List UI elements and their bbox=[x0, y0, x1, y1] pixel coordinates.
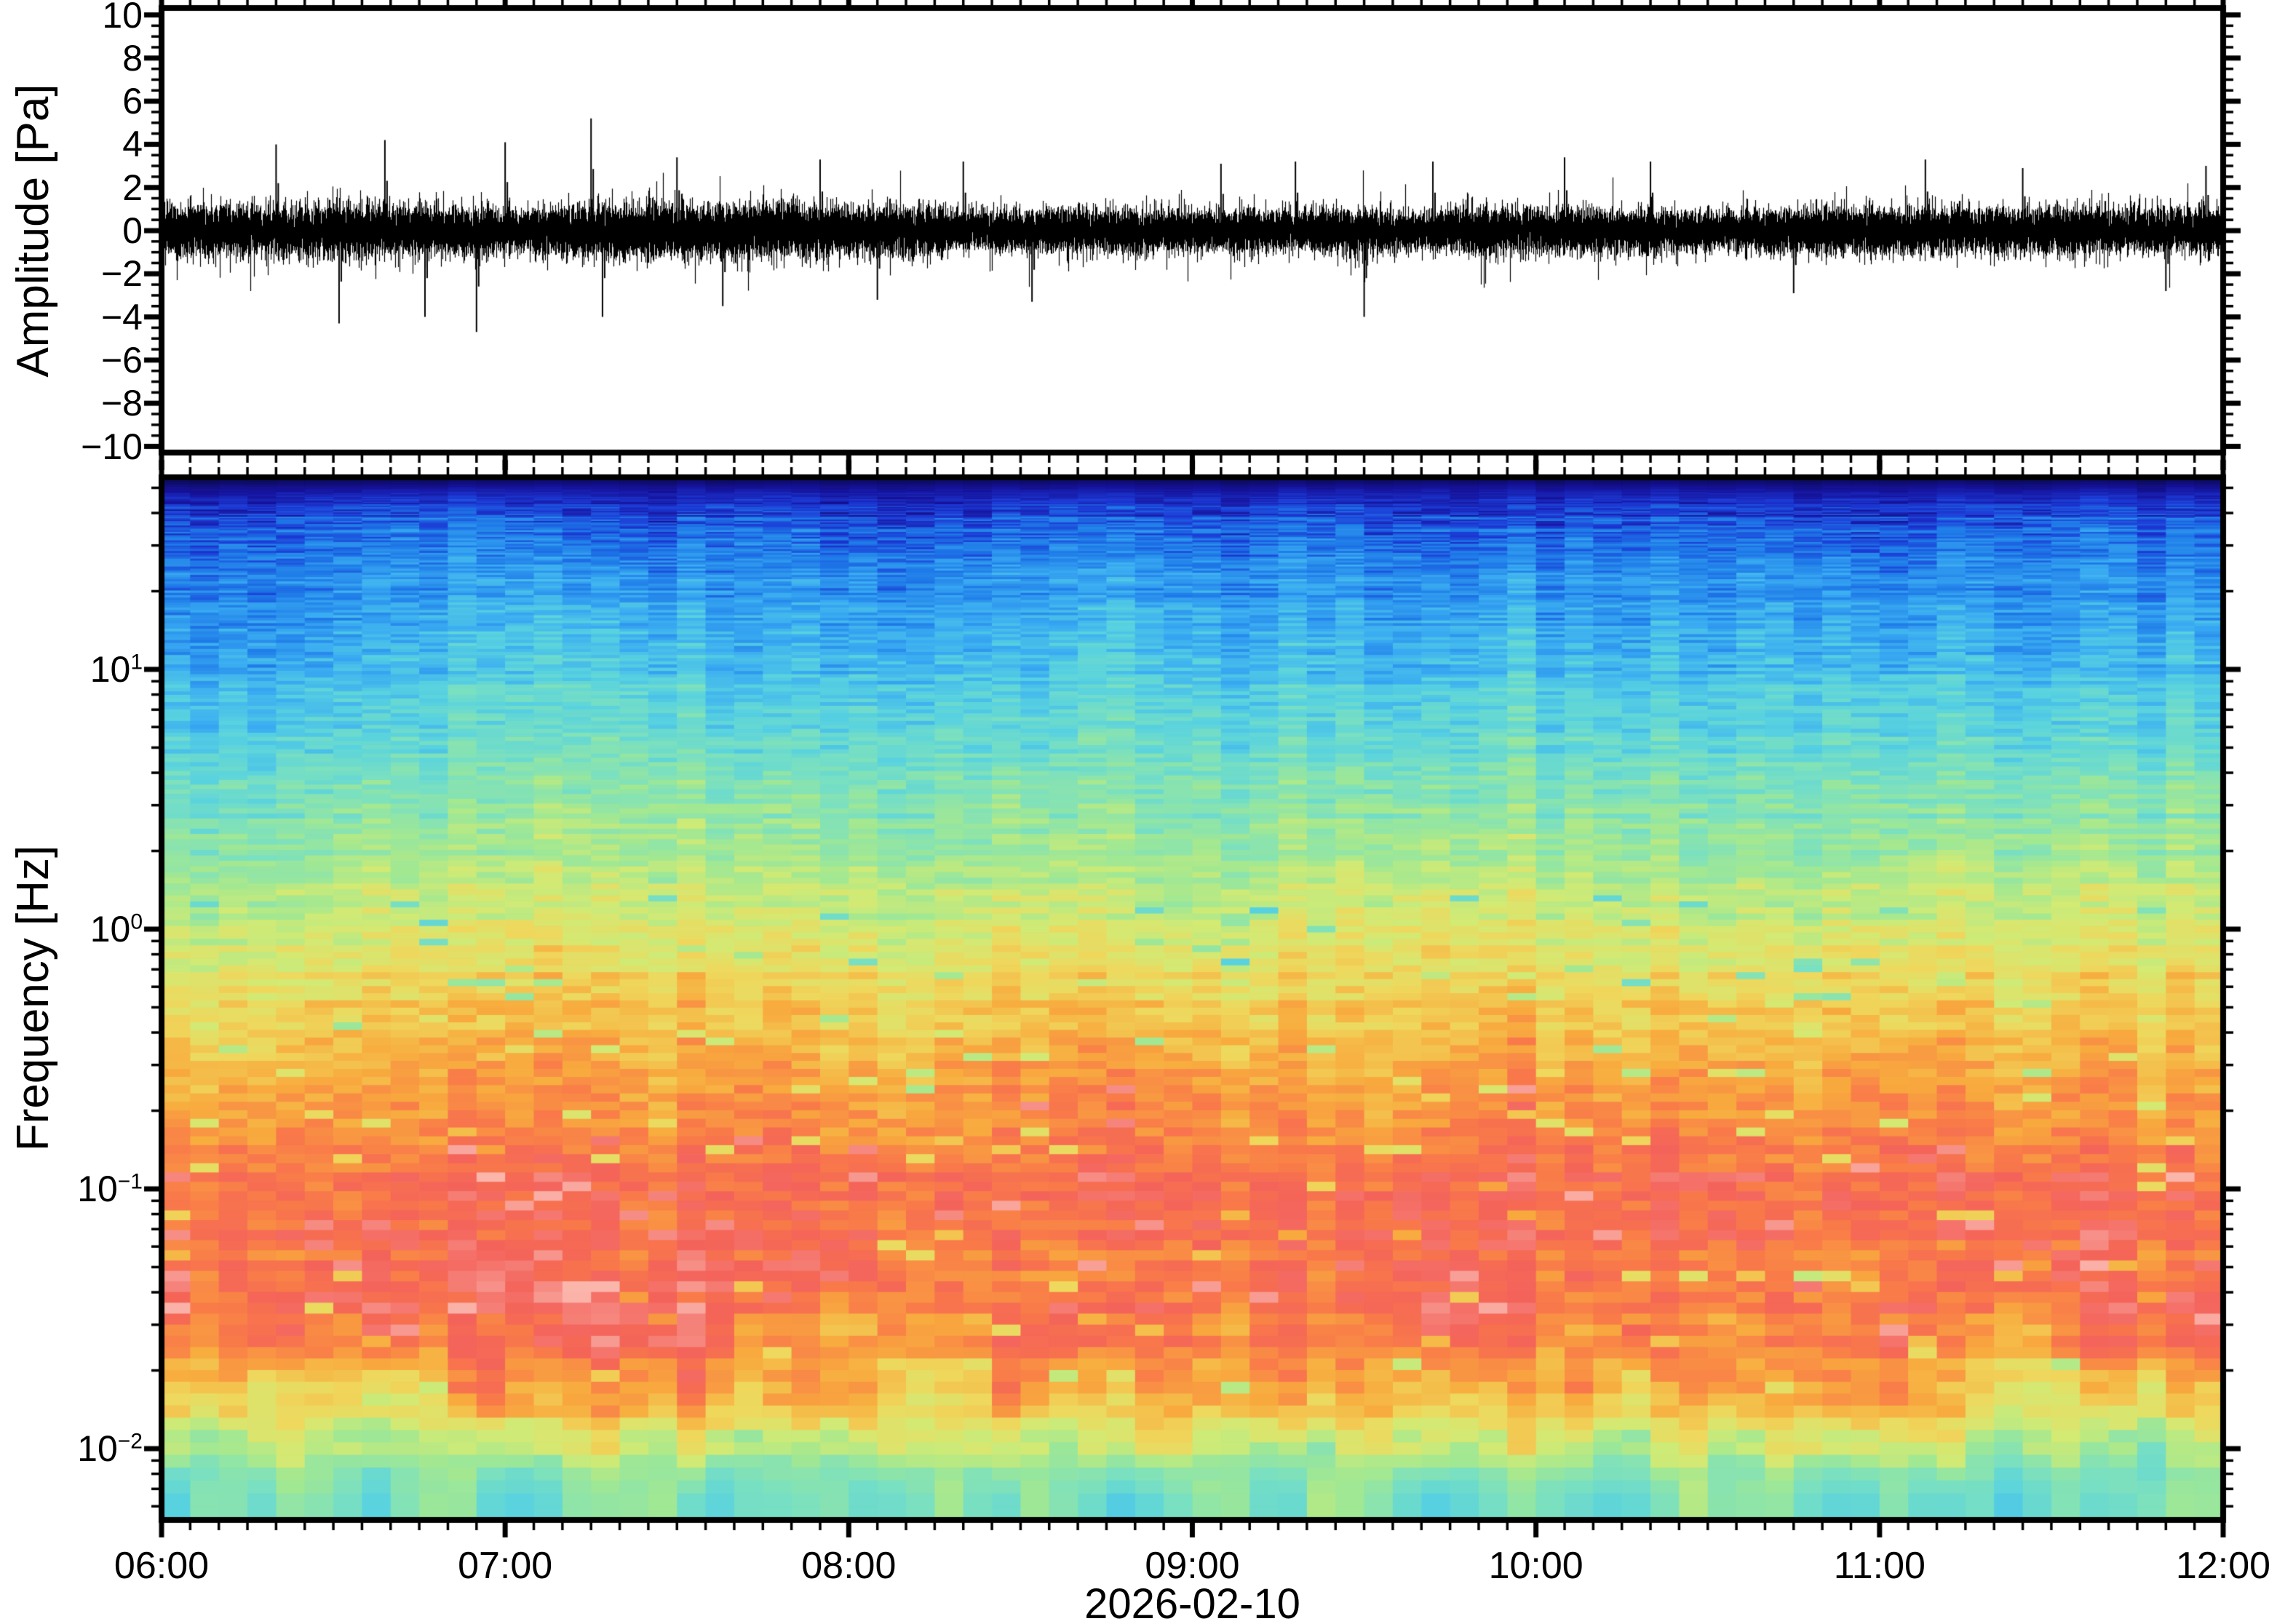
frequency-tick-label: 100 bbox=[90, 909, 143, 950]
time-tick-label: 08:00 bbox=[801, 1545, 897, 1587]
frequency-tick-label: 10−2 bbox=[77, 1428, 143, 1469]
amplitude-tick-label: −6 bbox=[100, 339, 143, 381]
time-tick-label: 09:00 bbox=[1145, 1545, 1240, 1587]
time-tick-label: 06:00 bbox=[114, 1545, 210, 1587]
amplitude-tick-label: 4 bbox=[122, 124, 143, 165]
time-tick-label: 12:00 bbox=[2175, 1545, 2269, 1587]
date-label: 2026-02-10 bbox=[1084, 1580, 1300, 1624]
frequency-axis-title: Frequency [Hz] bbox=[8, 845, 58, 1152]
time-tick-label: 10:00 bbox=[1488, 1545, 1583, 1587]
amplitude-tick-label: 6 bbox=[122, 81, 143, 122]
amplitude-axis-title: Amplitude [Pa] bbox=[8, 84, 58, 378]
amplitude-tick-label: −10 bbox=[81, 426, 143, 467]
amplitude-tick-label: 2 bbox=[122, 167, 143, 208]
spectrogram-heatmap-canvas bbox=[137, 453, 2248, 1545]
waveform-plot-canvas bbox=[137, 0, 2248, 477]
frequency-tick-label: 10−1 bbox=[77, 1169, 143, 1209]
amplitude-tick-label: 8 bbox=[122, 37, 143, 79]
amplitude-tick-label: −4 bbox=[100, 296, 143, 338]
amplitude-tick-label: 10 bbox=[102, 0, 143, 36]
time-tick-label: 11:00 bbox=[1833, 1545, 1926, 1587]
amplitude-tick-label: 0 bbox=[122, 210, 143, 251]
frequency-tick-label: 101 bbox=[90, 649, 143, 690]
amplitude-tick-label: −2 bbox=[100, 253, 143, 295]
time-tick-label: 07:00 bbox=[458, 1545, 553, 1587]
amplitude-tick-label: −8 bbox=[100, 383, 143, 424]
